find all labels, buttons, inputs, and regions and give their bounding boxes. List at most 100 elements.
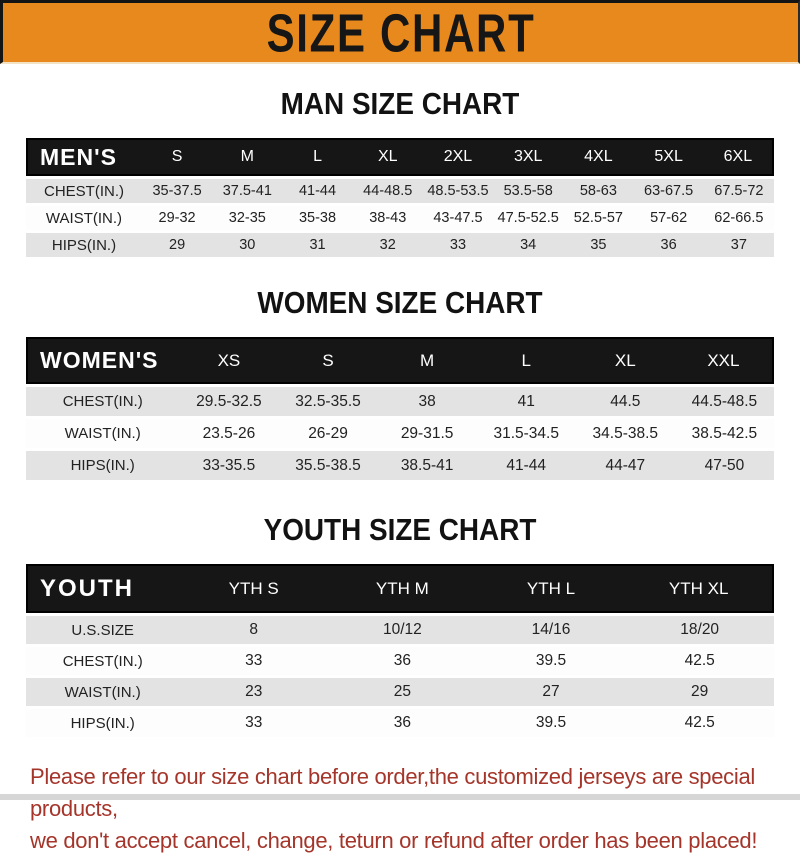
column-header: YTH XL [625, 564, 774, 613]
cell-value: 62-66.5 [703, 206, 774, 230]
size-chart-banner: SIZE CHART [0, 0, 800, 64]
table-row: CHEST(IN.) 29.5-32.5 32.5-35.5 38 41 44.5 44.5… [26, 387, 774, 416]
row-label: HIPS(IN.) [26, 233, 142, 257]
column-header: M [212, 138, 283, 176]
cell-value: 58-63 [563, 179, 634, 203]
row-label: HIPS(IN.) [26, 451, 180, 480]
cell-value: 33-35.5 [179, 451, 279, 480]
table-group-label: MEN'S [26, 138, 142, 176]
cell-value: 41-44 [282, 179, 353, 203]
cell-value: 34.5-38.5 [575, 419, 675, 448]
section-women: WOMEN SIZE CHART WOMEN'S XS S M L XL XXL CHEST(… [0, 285, 800, 483]
table-header-row: MEN'S S M L XL 2XL 3XL 4XL 5XL 6XL [26, 138, 774, 176]
row-label: WAIST(IN.) [26, 419, 180, 448]
cell-value: 44-48.5 [352, 179, 423, 203]
column-header: XL [352, 138, 423, 176]
cell-value: 23 [179, 678, 329, 706]
column-header: YTH S [179, 564, 329, 613]
cell-value: 32-35 [212, 206, 283, 230]
cell-value: 29-32 [141, 206, 213, 230]
cell-value: 35 [563, 233, 634, 257]
table-header-row: YOUTH YTH S YTH M YTH L YTH XL [26, 564, 774, 613]
cell-value: 23.5-26 [179, 419, 279, 448]
row-label: CHEST(IN.) [26, 179, 142, 203]
row-label: HIPS(IN.) [26, 709, 180, 737]
cell-value: 32 [352, 233, 423, 257]
cell-value: 33 [179, 709, 329, 737]
column-header: XXL [674, 337, 774, 384]
cell-value: 29-31.5 [377, 419, 477, 448]
table-row: HIPS(IN.) 33-35.5 35.5-38.5 38.5-41 41-44 44-… [26, 451, 774, 480]
youth-section-title: YOUTH SIZE CHART [263, 512, 537, 547]
cell-value: 31.5-34.5 [476, 419, 576, 448]
table-row: WAIST(IN.) 29-32 32-35 35-38 38-43 43-47.5 47.… [26, 206, 774, 230]
row-label: U.S.SIZE [26, 616, 180, 644]
cell-value: 48.5-53.5 [422, 179, 494, 203]
cell-value: 47.5-52.5 [493, 206, 564, 230]
column-header: 5XL [633, 138, 704, 176]
cell-value: 67.5-72 [703, 179, 774, 203]
cell-value: 35.5-38.5 [278, 451, 378, 480]
column-header: L [282, 138, 353, 176]
row-label: CHEST(IN.) [26, 387, 180, 416]
cell-value: 27 [476, 678, 626, 706]
column-header: S [141, 138, 213, 176]
row-label: CHEST(IN.) [26, 647, 180, 675]
cell-value: 38 [377, 387, 477, 416]
row-label: WAIST(IN.) [26, 206, 142, 230]
column-header: 2XL [422, 138, 494, 176]
column-header: YTH M [328, 564, 477, 613]
cell-value: 52.5-57 [563, 206, 634, 230]
cell-value: 29 [625, 678, 774, 706]
column-header: 4XL [563, 138, 634, 176]
cell-value: 32.5-35.5 [278, 387, 378, 416]
cell-value: 39.5 [476, 709, 626, 737]
disclaimer-line-2: we don't accept cancel, change, teturn o… [30, 827, 758, 853]
section-youth: YOUTH SIZE CHART YOUTH YTH S YTH M YTH L YTH… [0, 512, 800, 740]
women-section-title: WOMEN SIZE CHART [257, 285, 543, 320]
cell-value: 34 [493, 233, 564, 257]
cell-value: 31 [282, 233, 353, 257]
table-row: HIPS(IN.) 33 36 39.5 42.5 [26, 709, 774, 737]
disclaimer-line-1: Please refer to our size chart before or… [30, 764, 755, 821]
cell-value: 33 [422, 233, 494, 257]
cell-value: 35-37.5 [141, 179, 213, 203]
table-row: CHEST(IN.) 35-37.5 37.5-41 41-44 44-48.5 48.5… [26, 179, 774, 203]
cell-value: 44.5 [575, 387, 675, 416]
cell-value: 53.5-58 [493, 179, 564, 203]
column-header: S [278, 337, 378, 384]
cell-value: 37.5-41 [212, 179, 283, 203]
table-row: WAIST(IN.) 23.5-26 26-29 29-31.5 31.5-34.5 34… [26, 419, 774, 448]
cell-value: 63-67.5 [633, 179, 704, 203]
cell-value: 38.5-41 [377, 451, 477, 480]
cell-value: 57-62 [633, 206, 704, 230]
column-header: XL [575, 337, 675, 384]
cell-value: 36 [328, 709, 477, 737]
cell-value: 42.5 [625, 647, 774, 675]
cell-value: 8 [179, 616, 329, 644]
column-header: YTH L [476, 564, 626, 613]
man-section-title: MAN SIZE CHART [280, 86, 520, 121]
column-header: XS [179, 337, 279, 384]
column-header: L [476, 337, 576, 384]
cell-value: 14/16 [476, 616, 626, 644]
women-size-table: WOMEN'S XS S M L XL XXL CHEST(IN.) 29.5-32.5 32.5… [26, 334, 774, 483]
cell-value: 30 [212, 233, 283, 257]
column-header: 6XL [703, 138, 774, 176]
cell-value: 47-50 [674, 451, 774, 480]
order-disclaimer: Please refer to our size chart before or… [0, 761, 800, 857]
cell-value: 41-44 [476, 451, 576, 480]
cell-value: 43-47.5 [422, 206, 494, 230]
cell-value: 37 [703, 233, 774, 257]
cell-value: 42.5 [625, 709, 774, 737]
cell-value: 38.5-42.5 [674, 419, 774, 448]
cell-value: 36 [633, 233, 704, 257]
cell-value: 29 [141, 233, 213, 257]
table-row: U.S.SIZE 8 10/12 14/16 18/20 [26, 616, 774, 644]
cell-value: 36 [328, 647, 477, 675]
table-row: HIPS(IN.) 29 30 31 32 33 34 35 36 37 [26, 233, 774, 257]
table-row: WAIST(IN.) 23 25 27 29 [26, 678, 774, 706]
cell-value: 33 [179, 647, 329, 675]
table-row: CHEST(IN.) 33 36 39.5 42.5 [26, 647, 774, 675]
cell-value: 29.5-32.5 [179, 387, 279, 416]
